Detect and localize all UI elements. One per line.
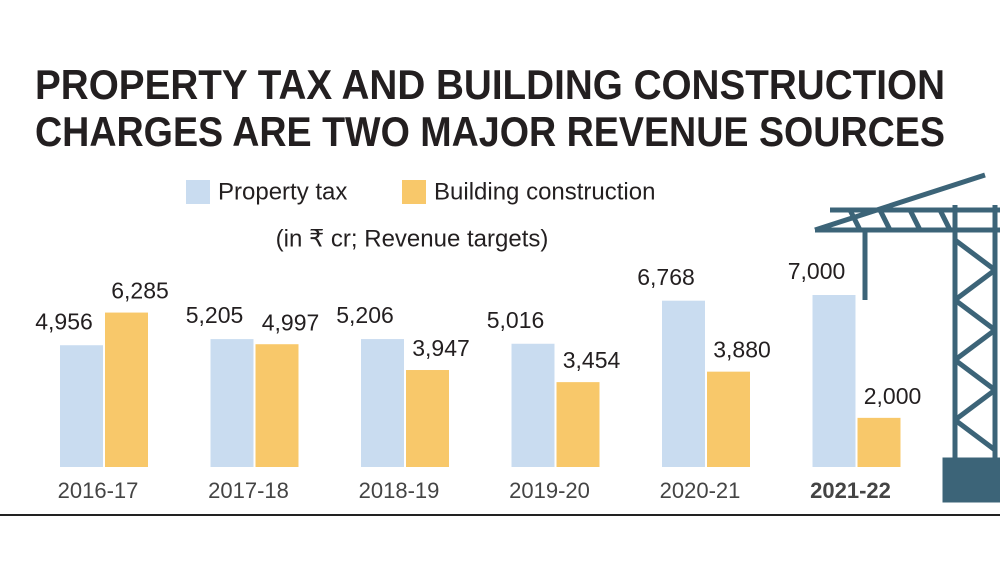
value-label: 5,206 xyxy=(336,302,394,328)
bar xyxy=(707,371,750,467)
value-label: 5,016 xyxy=(487,307,545,333)
bar xyxy=(361,339,404,467)
x-tick-label: 2019-20 xyxy=(509,478,590,503)
value-label: 5,205 xyxy=(186,302,244,328)
bar xyxy=(662,300,705,467)
x-tick-label: 2016-17 xyxy=(58,478,139,503)
bar xyxy=(556,382,600,467)
legend-swatch xyxy=(402,180,426,204)
bar xyxy=(255,344,299,467)
legend-label: Property tax xyxy=(218,178,347,205)
value-label: 4,956 xyxy=(35,308,93,334)
value-label: 3,947 xyxy=(412,335,470,361)
x-tick-label: 2017-18 xyxy=(208,478,289,503)
value-label: 6,285 xyxy=(111,278,169,304)
bar xyxy=(60,345,103,467)
x-tick-label: 2021-22 xyxy=(810,478,891,503)
chart-title: PROPERTY TAX AND BUILDING CONSTRUCTION xyxy=(35,61,945,108)
bar xyxy=(210,339,254,467)
value-label: 6,768 xyxy=(637,264,695,290)
chart-title: CHARGES ARE TWO MAJOR REVENUE SOURCES xyxy=(35,108,945,155)
value-label: 2,000 xyxy=(864,383,922,409)
bar xyxy=(105,312,148,467)
subtitle: (in ₹ cr; Revenue targets) xyxy=(276,225,549,252)
legend-label: Building construction xyxy=(434,178,655,205)
crane-illustration xyxy=(814,172,1000,503)
bar xyxy=(406,370,449,467)
x-tick-label: 2018-19 xyxy=(359,478,440,503)
x-tick-label: 2020-21 xyxy=(660,478,741,503)
value-label: 4,997 xyxy=(262,309,320,335)
value-label: 3,880 xyxy=(713,337,771,363)
value-label: 3,454 xyxy=(563,347,621,373)
bar xyxy=(511,343,555,467)
legend-swatch xyxy=(186,180,210,204)
bar xyxy=(812,295,856,467)
value-label: 7,000 xyxy=(788,258,846,284)
bar xyxy=(857,417,901,467)
